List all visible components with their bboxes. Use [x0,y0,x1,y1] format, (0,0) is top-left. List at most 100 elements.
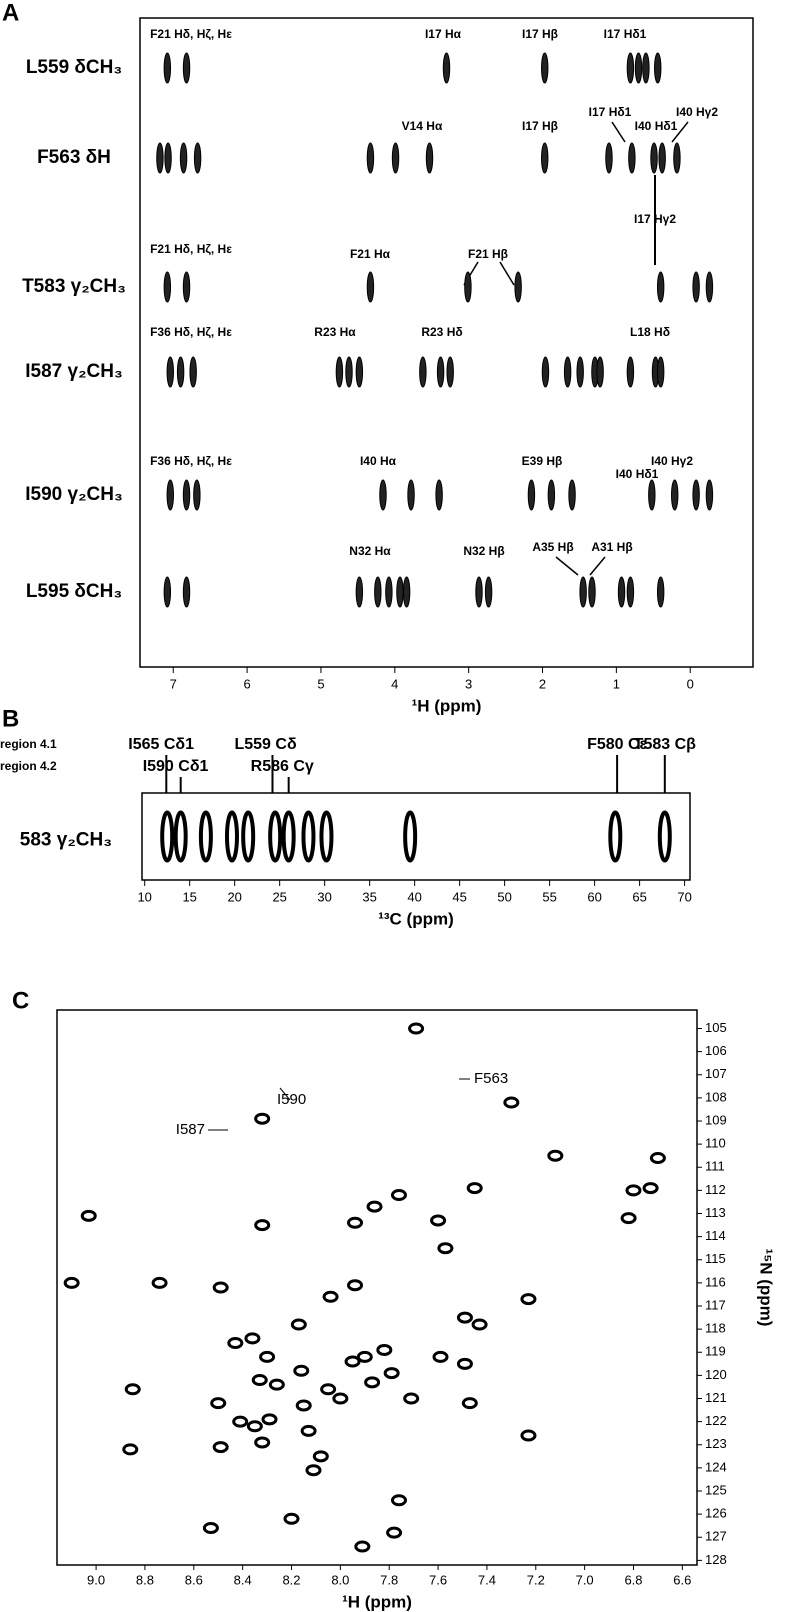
peak [705,479,714,511]
peak [568,479,576,511]
x-tick-label: 6.8 [624,1572,642,1587]
x-tick-label: 2 [539,676,546,691]
peak [408,1022,425,1035]
x-tick-label: 7 [170,676,177,691]
peak [261,1413,278,1426]
peak [403,810,418,863]
x-tick-label: 7.8 [380,1572,398,1587]
peak [437,1242,454,1255]
x-tick-label: 45 [452,889,466,904]
x-tick-label: 8.2 [282,1572,300,1587]
peak [432,1350,449,1363]
peak [366,1200,383,1213]
plot-frame [56,1009,698,1566]
y-tick-label: 107 [705,1066,727,1081]
peak [335,356,344,388]
peak [320,1383,337,1396]
peak [347,1216,364,1229]
peak [541,142,549,174]
leader-line [279,1087,291,1101]
peak [514,271,522,303]
y-tick-label: 118 [705,1321,726,1336]
x-axis-label: ¹H (ppm) [412,696,482,715]
x-tick-label: 4 [391,676,398,691]
peak [293,1364,310,1377]
peak [656,576,665,608]
row-label: I587 γ₂CH₃ [25,361,123,382]
peak [442,52,451,84]
peak [182,576,191,608]
peak [541,52,549,84]
peak [166,479,174,511]
y-tick-label: 121 [705,1390,727,1405]
peak [347,1279,364,1292]
annotation: I590 [277,1091,306,1108]
peak [628,142,636,174]
peak [650,142,658,174]
peak [435,479,443,511]
annotation: I17 Hγ2 [634,212,676,226]
peak [164,142,172,174]
peak [224,810,239,863]
annotation: F563 [474,1070,508,1087]
peak [179,142,188,174]
y-tick-label: 128 [705,1552,727,1567]
peak [658,142,666,174]
peak [254,1112,271,1125]
peak [419,356,427,388]
peak [259,1350,276,1363]
peak [390,1189,407,1201]
row-label: F563 δH [37,147,111,168]
peak [625,1184,642,1197]
peak [396,576,404,608]
x-tick-label: 30 [317,889,331,904]
row-label: L595 δCH₃ [26,581,122,602]
peak [608,810,623,863]
peak [456,1357,473,1370]
peak [281,810,296,863]
peak [122,1443,139,1456]
x-tick-label: 65 [632,889,646,904]
peak [163,576,172,608]
peak [626,52,635,84]
y-tick-label: 113 [705,1205,726,1220]
peak [456,1311,473,1324]
peak [692,271,700,303]
x-tick-label: 7.2 [527,1572,545,1587]
peak [596,356,604,388]
annotation: I17 Hα [425,27,462,41]
plot-frame [141,792,691,881]
peak [332,1392,349,1405]
peak [182,271,191,303]
peak [642,1182,659,1195]
peak [151,1276,168,1289]
peak [364,1376,381,1389]
annotation: V14 Hα [402,119,443,133]
peak [300,1424,317,1437]
leader-line [671,121,689,143]
annotation: L18 Hδ [630,325,670,339]
peak [193,142,202,174]
peak [648,479,656,511]
peak [366,271,375,303]
annotation: I17 Hδ1 [604,27,647,41]
y-tick-label: 119 [705,1344,726,1359]
marker-label: L559 Cδ [234,736,296,753]
peak [425,142,434,174]
peak [385,576,393,608]
peak [355,356,364,388]
annotation: F21 Hα [350,247,391,261]
peak [268,1378,285,1391]
x-tick-label: 7.6 [429,1572,447,1587]
peak [705,271,714,303]
annotation: I17 Hβ [522,119,558,133]
x-tick-label: 8.8 [136,1572,154,1587]
y-tick-label: 109 [705,1112,727,1127]
plot-frame [139,17,754,668]
x-tick-label: 6.6 [673,1572,691,1587]
x-tick-label: 15 [182,889,196,904]
peak [374,576,382,608]
annotation: N32 Hα [349,544,391,558]
peak [241,810,256,863]
